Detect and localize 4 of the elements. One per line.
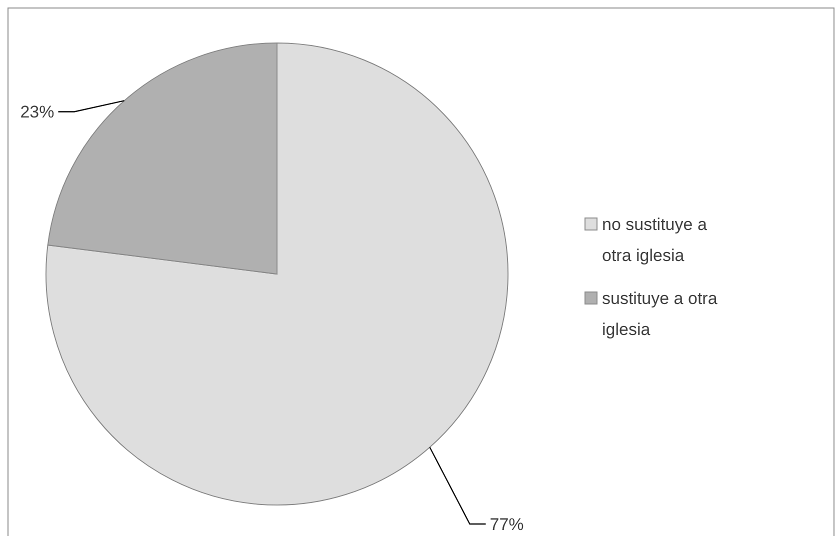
legend-label: no sustituye a otra iglesia <box>602 214 708 265</box>
data-label: 23% <box>20 102 54 122</box>
data-label: 77% <box>490 514 524 534</box>
legend-label: sustituye a otra iglesia <box>602 288 718 339</box>
